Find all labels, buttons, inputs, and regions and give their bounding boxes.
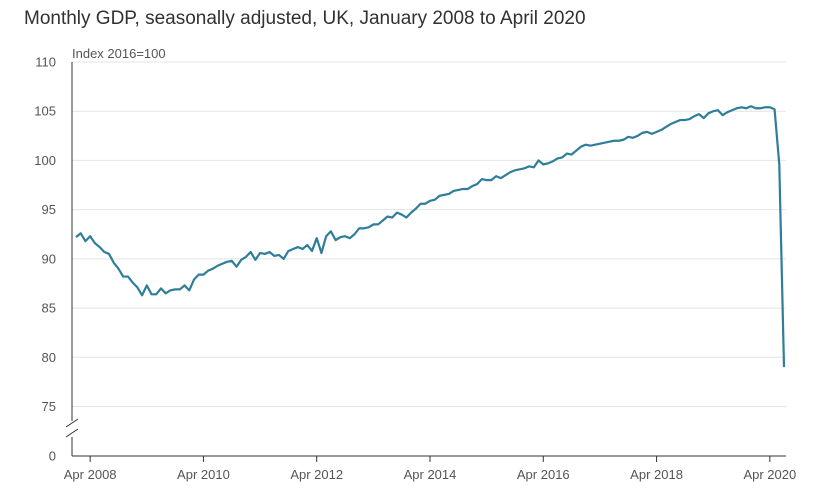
axis-break-mark <box>65 428 79 438</box>
y-tick-label: 110 <box>35 55 56 70</box>
x-tick-label: Apr 2016 <box>517 467 570 482</box>
y-tick-label: 105 <box>34 104 56 119</box>
y-axis: 110 105 100 95 90 85 80 75 0 <box>34 55 79 464</box>
plot-area <box>75 105 786 368</box>
y-tick-label: 0 <box>49 449 56 464</box>
series-line <box>75 105 786 368</box>
y-tick-label: 80 <box>42 350 56 365</box>
y-tick-label: 85 <box>42 301 56 316</box>
x-tick-label: Apr 2020 <box>743 467 796 482</box>
x-tick-label: Apr 2018 <box>630 467 683 482</box>
y-tick-label: 75 <box>42 399 56 414</box>
x-axis: Apr 2008 Apr 2010 Apr 2012 Apr 2014 Apr 2016… <box>64 455 796 482</box>
axis-break-mark <box>65 418 79 428</box>
x-tick-label: Apr 2014 <box>404 467 457 482</box>
y-tick-label: 95 <box>42 202 56 217</box>
y-tick-label: 100 <box>34 153 56 168</box>
x-tick-label: Apr 2008 <box>64 467 117 482</box>
x-tick-label: Apr 2012 <box>290 467 343 482</box>
chart-title: Monthly GDP, seasonally adjusted, UK, Ja… <box>24 8 586 29</box>
y-tick-label: 90 <box>42 251 56 266</box>
x-tick-label: Apr 2010 <box>177 467 230 482</box>
y-axis-unit-label: Index 2016=100 <box>72 46 166 61</box>
